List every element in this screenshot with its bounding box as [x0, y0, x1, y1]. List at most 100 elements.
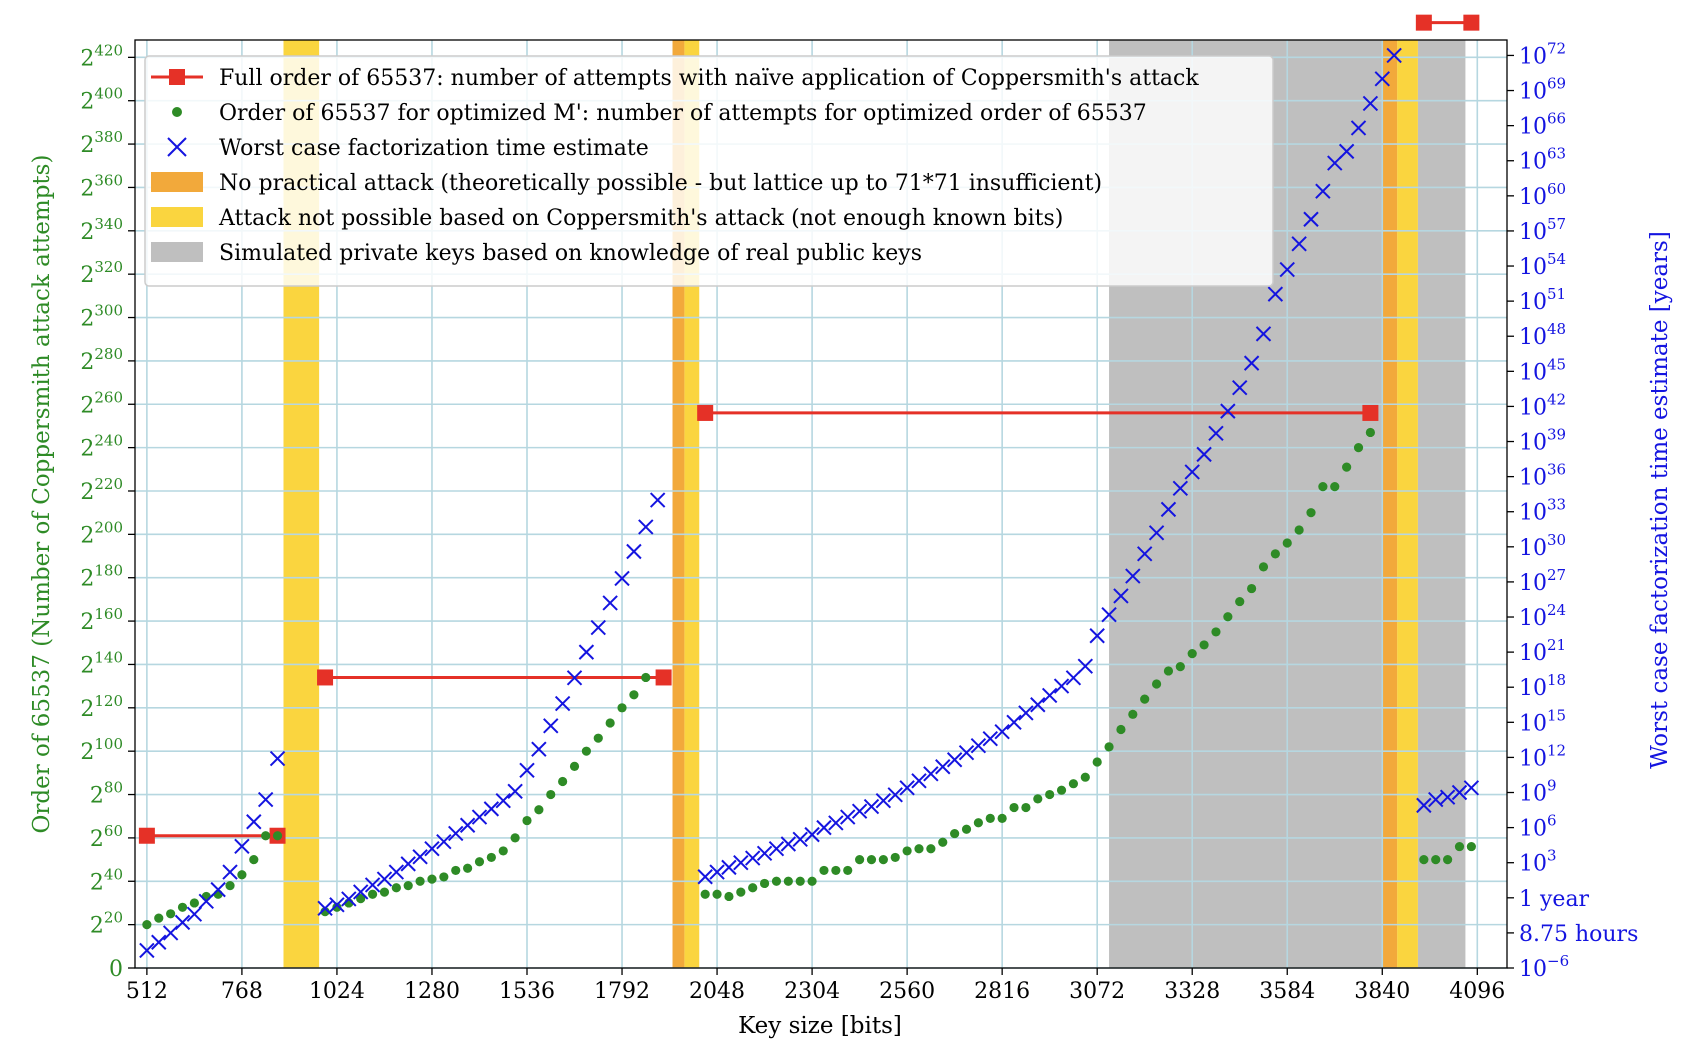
- cross-stroke: [424, 840, 440, 857]
- factorization-time-point: [234, 838, 250, 855]
- optimized-order-point: [950, 828, 960, 839]
- optimized-order-point: [973, 818, 983, 828]
- cross-stroke: [875, 792, 892, 809]
- factorization-time-point: [863, 798, 880, 815]
- factorization-time-point: [1053, 678, 1070, 694]
- factorization-time-point: [578, 644, 595, 660]
- cross-stroke: [649, 492, 666, 508]
- y-right-tick-label: 1051: [1519, 285, 1566, 315]
- factorization-time-point: [887, 787, 903, 803]
- legend-label: Attack not possible based on Coppersmith…: [218, 206, 1063, 231]
- cross-stroke: [1136, 546, 1153, 562]
- cross-stroke: [376, 871, 393, 887]
- cross-stroke: [602, 595, 618, 611]
- cross-stroke: [994, 723, 1010, 740]
- legend-label: Order of 65537 for optimized M': number …: [219, 101, 1147, 126]
- optimized-order-point: [1247, 583, 1257, 594]
- cross-stroke: [578, 644, 595, 660]
- cross-stroke: [341, 891, 357, 907]
- y-right-tick-label: 1066: [1519, 110, 1566, 140]
- optimized-order-point: [926, 844, 936, 854]
- optimized-order-point: [379, 887, 390, 897]
- x-tick-label: 768: [221, 979, 263, 1004]
- factorization-time-point: [246, 814, 262, 830]
- factorization-time-point: [1220, 403, 1236, 419]
- optimized-order-point: [1163, 666, 1174, 676]
- cross-stroke: [257, 791, 274, 808]
- factorization-time-point: [1362, 95, 1379, 112]
- y-left-tick-label: 2220: [80, 475, 123, 505]
- factorization-time-point: [1416, 797, 1432, 814]
- factorization-time-point: [1243, 355, 1260, 371]
- x-tick-label: 3328: [1164, 979, 1220, 1004]
- x-tick-label: 2560: [879, 979, 935, 1004]
- optimized-order-point: [1258, 562, 1269, 572]
- cross-stroke: [1184, 464, 1200, 480]
- factorization-time-point: [424, 840, 440, 857]
- legend-item: Worst case factorization time estimate: [167, 136, 649, 161]
- y-left-tick-label: 2340: [80, 215, 123, 245]
- cross-stroke: [982, 730, 998, 747]
- optimized-order-point: [771, 876, 782, 886]
- optimized-order-point: [272, 831, 283, 841]
- factorization-time-point: [626, 543, 642, 560]
- factorization-time-point: [174, 914, 191, 931]
- cross-stroke: [1232, 380, 1248, 396]
- cross-stroke: [1338, 143, 1355, 160]
- x-axis: 512 768 1024 1280 1536 1792 2048 2304 2560 2816 30…: [126, 968, 1505, 1004]
- cross-stroke: [329, 897, 345, 913]
- factorization-time-point: [412, 849, 428, 865]
- y-left-tick-label: 2240: [80, 432, 123, 462]
- optimized-order-point: [558, 776, 568, 787]
- cross-stroke: [1463, 780, 1480, 796]
- factorization-time-point: [198, 893, 214, 910]
- cross-stroke: [210, 881, 226, 898]
- x-tick-label: 1024: [309, 979, 365, 1004]
- factorization-time-point: [317, 900, 333, 917]
- factorization-time-point: [733, 854, 749, 871]
- y-right-tick-label: 1030: [1519, 531, 1566, 561]
- factorization-time-point: [923, 766, 939, 782]
- factorization-time-point: [1267, 286, 1284, 302]
- legend-item: Order of 65537 for optimized M': number …: [172, 101, 1147, 126]
- y-left-tick-label: 220: [90, 909, 123, 939]
- cross-stroke: [186, 906, 203, 922]
- cross-stroke: [1291, 236, 1307, 252]
- factorization-time-point: [816, 819, 832, 836]
- factorization-time-point: [543, 718, 559, 734]
- optimized-order-point: [1151, 679, 1162, 689]
- optimized-order-point: [1306, 508, 1316, 518]
- optimized-order-point: [1342, 462, 1352, 472]
- cross-stroke: [543, 718, 559, 734]
- cross-stroke: [1089, 628, 1105, 644]
- cross-stroke: [1053, 678, 1070, 694]
- y-left-tick-label: 2100: [80, 735, 123, 765]
- x-tick-label: 3584: [1259, 979, 1315, 1004]
- x-tick-label: 2304: [784, 979, 840, 1004]
- optimized-order-point: [593, 733, 603, 743]
- y-left-tick-label: 2320: [80, 258, 123, 288]
- cross-stroke: [507, 783, 523, 800]
- cross-stroke: [1451, 784, 1468, 801]
- full-order-marker: [1463, 14, 1480, 31]
- optimized-order-point: [1330, 482, 1340, 492]
- y-right-tick-label: 8.75 hours: [1519, 922, 1638, 947]
- y-right-tick-label: 1033: [1519, 496, 1566, 526]
- optimized-order-point: [486, 852, 496, 863]
- optimized-order-point: [261, 831, 271, 841]
- optimized-order-point: [451, 865, 461, 876]
- cross-stroke: [1243, 355, 1260, 371]
- cross-stroke: [269, 750, 286, 767]
- y-right-tick-label: 1045: [1519, 355, 1566, 385]
- optimized-order-point: [831, 865, 841, 876]
- cross-stroke: [364, 877, 381, 893]
- factorization-time-point: [1113, 588, 1129, 604]
- cross-stroke: [1267, 286, 1284, 302]
- y-right-tick-label: 1069: [1519, 75, 1566, 105]
- cross-stroke: [352, 884, 369, 900]
- optimized-order-point: [997, 813, 1007, 823]
- y-right-tick-label: 1063: [1519, 145, 1566, 175]
- optimized-order-point: [700, 889, 710, 899]
- cross-stroke: [911, 773, 927, 789]
- factorization-time-point: [1041, 687, 1058, 704]
